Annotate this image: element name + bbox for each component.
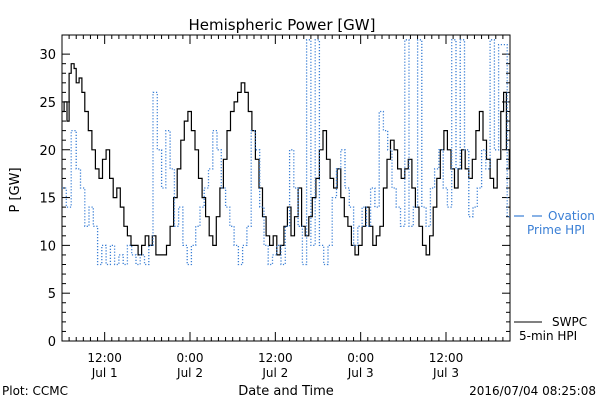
chart-title: Hemispheric Power [GW] (189, 16, 376, 34)
x-tick-label-date: Jul 2 (176, 366, 203, 380)
legend-swpc-label-1: SWPC (552, 315, 587, 329)
legend-swpc-label-2: 5-min HPI (519, 329, 577, 343)
x-tick-label-date: Jul 3 (347, 366, 374, 380)
series-layer (62, 39, 510, 266)
x-tick-label-time: 12:00 (258, 351, 293, 365)
y-tick-label: 0 (48, 335, 56, 350)
x-tick-label-date: Jul 1 (91, 366, 118, 380)
x-tick-label-time: 12:00 (87, 351, 122, 365)
y-axis-label: P [GW] (8, 167, 23, 212)
x-axis-label: Date and Time (238, 384, 334, 399)
x-tick-label-time: 12:00 (429, 351, 464, 365)
footer-timestamp: 2016/07/04 08:25:08 (469, 384, 596, 398)
y-tick-label: 20 (39, 144, 56, 159)
legend-ovation-label-2: Prime HPI (527, 223, 585, 237)
legend-ovation-label-1: Ovation (548, 209, 595, 223)
series-ovation-line (62, 39, 510, 266)
x-tick-label-date: Jul 3 (432, 366, 459, 380)
y-tick-label: 15 (39, 192, 56, 207)
series-swpc-line (62, 63, 510, 256)
y-axis-ticks: 0 5 10 15 20 25 30 (39, 48, 510, 350)
y-tick-label: 5 (48, 287, 56, 302)
y-tick-label: 10 (39, 239, 56, 254)
y-tick-label: 30 (39, 48, 56, 63)
legend-ovation: Ovation Prime HPI (514, 209, 595, 237)
x-tick-label-date: Jul 2 (261, 366, 288, 380)
x-tick-label-time: 0:00 (347, 351, 374, 365)
x-tick-label-time: 0:00 (177, 351, 204, 365)
y-tick-label: 25 (39, 96, 56, 111)
footer-plot-credit: Plot: CCMC (2, 384, 68, 398)
legend-swpc: SWPC 5-min HPI (514, 315, 587, 343)
